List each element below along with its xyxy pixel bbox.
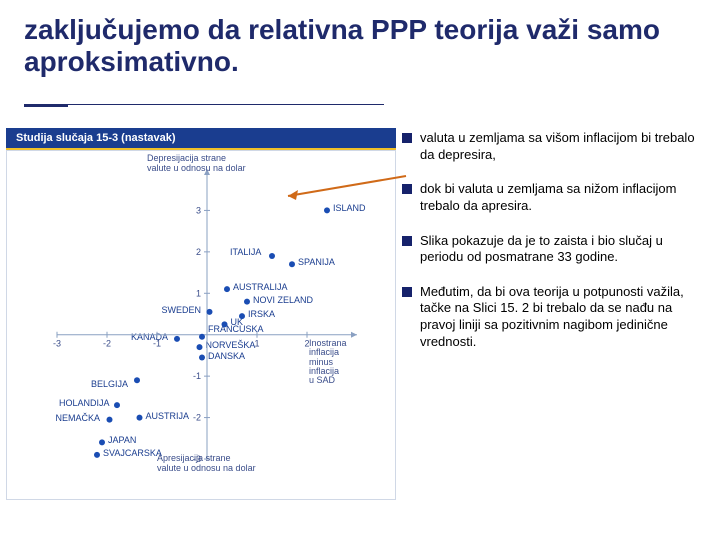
svg-text:-2: -2: [103, 339, 111, 349]
title-underline-thin: [24, 104, 384, 105]
y-axis-bottom-label: Apresijacija stranevalute u odnosu na do…: [157, 453, 256, 473]
svg-text:3: 3: [196, 205, 201, 215]
bullet-2: dok bi valuta u zemljama sa nižom inflac…: [402, 181, 706, 214]
chart-panel: Studija slučaja 15-3 (nastavak) ISLANDIT…: [6, 128, 396, 518]
x-axis-right-label: Inostranainflacijaminusinflacijau SAD: [309, 339, 347, 386]
slide: zaključujemo da relativna PPP teorija va…: [0, 0, 720, 540]
bullet-icon: [402, 287, 412, 297]
bullet-3: Slika pokazuje da je to zaista i bio slu…: [402, 233, 706, 266]
case-study-header: Studija slučaja 15-3 (nastavak): [6, 128, 396, 150]
svg-text:2: 2: [196, 247, 201, 257]
bullet-text: Međutim, da bi ova teorija u potpunosti …: [420, 284, 706, 351]
bullet-4: Međutim, da bi ova teorija u potpunosti …: [402, 284, 706, 351]
bullet-icon: [402, 184, 412, 194]
bullet-icon: [402, 133, 412, 143]
svg-text:-2: -2: [193, 413, 201, 423]
bullet-1: valuta u zemljama sa višom inflacijom bi…: [402, 130, 706, 163]
scatter-chart: ISLANDITALIJASPANIJAAUSTRALIJANOVI ZELAN…: [6, 150, 396, 500]
svg-text:-1: -1: [153, 339, 161, 349]
svg-text:-1: -1: [193, 371, 201, 381]
bullet-text: valuta u zemljama sa višom inflacijom bi…: [420, 130, 706, 163]
bullets: valuta u zemljama sa višom inflacijom bi…: [402, 130, 706, 368]
body: Studija slučaja 15-3 (nastavak) ISLANDIT…: [0, 120, 720, 540]
svg-text:1: 1: [254, 339, 259, 349]
bullet-text: dok bi valuta u zemljama sa nižom inflac…: [420, 181, 706, 214]
y-axis-top-label: Depresijacija stranevalute u odnosu na d…: [147, 153, 267, 173]
bullet-icon: [402, 236, 412, 246]
title-underline: [24, 104, 68, 107]
bullet-text: Slika pokazuje da je to zaista i bio slu…: [420, 233, 706, 266]
svg-text:1: 1: [196, 288, 201, 298]
svg-text:-3: -3: [53, 339, 61, 349]
page-title: zaključujemo da relativna PPP teorija va…: [0, 0, 720, 88]
